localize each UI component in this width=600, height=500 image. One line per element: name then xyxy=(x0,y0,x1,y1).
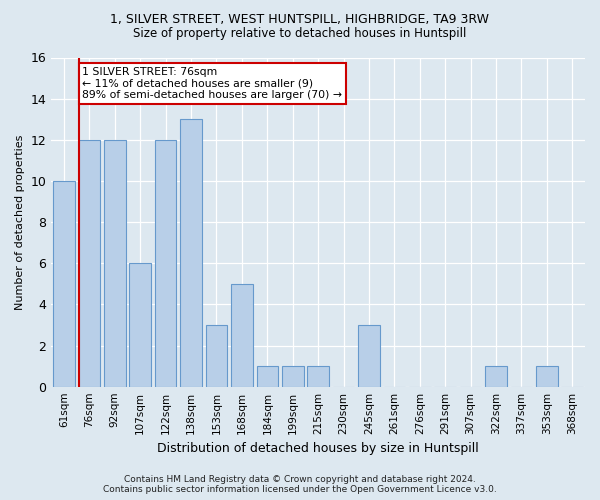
Bar xyxy=(53,181,75,386)
Bar xyxy=(155,140,176,386)
Text: 1 SILVER STREET: 76sqm
← 11% of detached houses are smaller (9)
89% of semi-deta: 1 SILVER STREET: 76sqm ← 11% of detached… xyxy=(82,67,343,100)
Bar xyxy=(257,366,278,386)
Text: Size of property relative to detached houses in Huntspill: Size of property relative to detached ho… xyxy=(133,28,467,40)
Bar xyxy=(282,366,304,386)
Bar xyxy=(358,325,380,386)
Bar xyxy=(79,140,100,386)
Bar xyxy=(536,366,557,386)
Bar xyxy=(180,119,202,386)
Y-axis label: Number of detached properties: Number of detached properties xyxy=(15,134,25,310)
Bar xyxy=(104,140,125,386)
Text: 1, SILVER STREET, WEST HUNTSPILL, HIGHBRIDGE, TA9 3RW: 1, SILVER STREET, WEST HUNTSPILL, HIGHBR… xyxy=(110,12,490,26)
Bar xyxy=(307,366,329,386)
Text: Contains HM Land Registry data © Crown copyright and database right 2024.
Contai: Contains HM Land Registry data © Crown c… xyxy=(103,474,497,494)
Bar xyxy=(231,284,253,386)
X-axis label: Distribution of detached houses by size in Huntspill: Distribution of detached houses by size … xyxy=(157,442,479,455)
Bar xyxy=(206,325,227,386)
Bar xyxy=(130,263,151,386)
Bar xyxy=(485,366,507,386)
